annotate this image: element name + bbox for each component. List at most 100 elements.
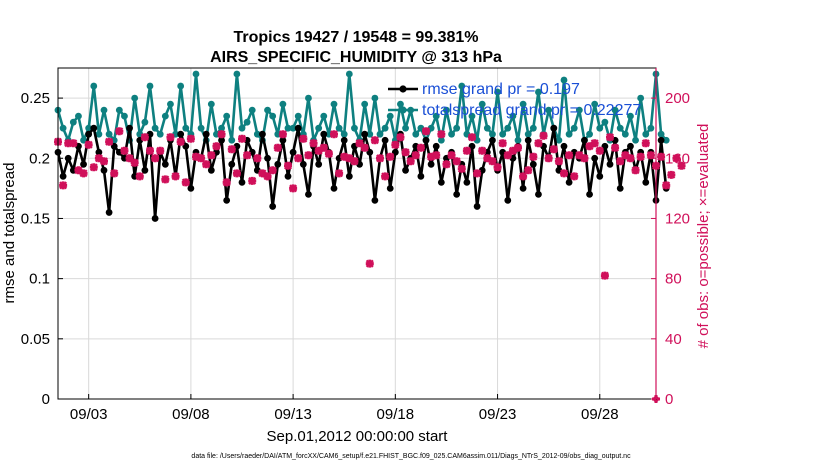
totalspread-point bbox=[131, 94, 139, 102]
obs-evaluated-marker bbox=[422, 127, 430, 136]
totalspread-point bbox=[351, 124, 358, 132]
obs-evaluated-marker bbox=[442, 160, 451, 169]
rmse-point bbox=[596, 172, 604, 180]
totalspread-point bbox=[167, 100, 174, 108]
totalspread-point bbox=[575, 106, 583, 114]
obs-evaluated-marker bbox=[304, 151, 313, 160]
rmse-point bbox=[289, 148, 297, 156]
rmse-point bbox=[535, 190, 542, 198]
rmse-point bbox=[90, 124, 98, 132]
obs-evaluated-marker bbox=[74, 166, 83, 175]
rmse-point bbox=[59, 172, 67, 180]
rmse-point bbox=[330, 184, 338, 192]
totalspread-point bbox=[570, 124, 578, 132]
totalspread-point bbox=[325, 130, 333, 138]
rmse-point bbox=[305, 190, 312, 198]
totalspread-point bbox=[279, 100, 287, 108]
rmse-point bbox=[315, 160, 323, 168]
obs-evaluated-marker bbox=[299, 134, 308, 143]
y-tick-label-left: 0.25 bbox=[21, 90, 50, 107]
totalspread-point bbox=[662, 136, 670, 144]
totalspread-point bbox=[443, 106, 450, 114]
totalspread-point bbox=[253, 130, 261, 138]
obs-evaluated-marker bbox=[580, 154, 589, 163]
obs-evaluated-marker bbox=[493, 163, 502, 172]
y-axis-right: 0 40 80 120 160 200 bbox=[651, 90, 690, 408]
rmse-point bbox=[529, 160, 537, 168]
footer-data-file: data file: /Users/raeder/DAI/ATM_forcXX/… bbox=[191, 453, 631, 460]
obs-evaluated-marker bbox=[232, 169, 241, 178]
rmse-point bbox=[340, 136, 348, 144]
totalspread-point bbox=[632, 136, 639, 144]
obs-evaluated-marker bbox=[202, 160, 211, 169]
totalspread-point bbox=[207, 100, 215, 108]
totalspread-point bbox=[361, 100, 369, 108]
obs-evaluated-marker bbox=[156, 146, 165, 155]
obs-evaluated-marker bbox=[544, 154, 553, 163]
rmse-point bbox=[560, 142, 568, 150]
obs-evaluated-marker bbox=[498, 139, 507, 148]
obs-evaluated-marker bbox=[309, 139, 318, 148]
rmse-point bbox=[228, 160, 236, 168]
totalspread-point bbox=[115, 106, 123, 114]
rmse-point bbox=[299, 160, 307, 168]
rmse-point bbox=[371, 197, 379, 204]
obs-evaluated-marker bbox=[238, 134, 246, 143]
obs-evaluated-marker bbox=[176, 137, 185, 146]
obs-evaluated-marker bbox=[330, 130, 338, 139]
obs-evaluated-marker bbox=[416, 143, 425, 152]
y-tick-label-left: 0.15 bbox=[21, 210, 50, 227]
totalspread-point bbox=[412, 130, 420, 138]
totalspread-point bbox=[483, 124, 491, 132]
obs-evaluated-marker bbox=[406, 157, 415, 166]
obs-evaluated-marker bbox=[539, 131, 548, 140]
rmse-point bbox=[361, 130, 369, 138]
obs-evaluated-marker bbox=[631, 166, 640, 175]
rmse-point bbox=[100, 166, 108, 174]
obs-evaluated-marker bbox=[243, 151, 252, 160]
obs-evaluated-marker bbox=[146, 146, 154, 155]
obs-evaluated-marker bbox=[600, 271, 609, 280]
obs-evaluated-marker bbox=[365, 259, 374, 268]
totalspread-point bbox=[161, 112, 169, 120]
rmse-point bbox=[473, 203, 481, 210]
totalspread-point bbox=[305, 94, 312, 102]
rmse-point bbox=[565, 178, 573, 186]
obs-evaluated-marker bbox=[529, 152, 538, 161]
obs-evaluated-marker bbox=[396, 133, 405, 142]
rmse-point bbox=[187, 184, 195, 192]
obs-evaluated-marker bbox=[570, 172, 579, 181]
obs-evaluated-marker bbox=[345, 154, 354, 163]
obs-evaluated-marker bbox=[212, 142, 221, 151]
totalspread-point bbox=[274, 130, 282, 138]
obs-evaluated-marker bbox=[427, 152, 436, 161]
obs-evaluated-marker bbox=[488, 157, 497, 166]
totalspread-point bbox=[560, 76, 568, 84]
rmse-point bbox=[345, 172, 353, 180]
totalspread-point bbox=[59, 124, 67, 132]
totalspread-point bbox=[192, 70, 200, 78]
totalspread-point bbox=[529, 124, 537, 132]
obs-evaluated-marker bbox=[197, 154, 206, 163]
totalspread-point bbox=[657, 130, 665, 138]
obs-evaluated-marker bbox=[294, 154, 303, 163]
rmse-point bbox=[320, 130, 328, 138]
totalspread-point bbox=[647, 124, 655, 132]
totalspread-point bbox=[330, 100, 338, 108]
obs-evaluated-marker bbox=[181, 178, 190, 187]
rmse-point bbox=[238, 178, 246, 186]
rmse-point bbox=[95, 148, 103, 156]
totalspread-point bbox=[264, 106, 271, 114]
obs-evaluated-marker bbox=[100, 157, 108, 166]
totalspread-point bbox=[478, 100, 486, 108]
obs-evaluated-marker bbox=[611, 143, 620, 152]
obs-evaluated-marker bbox=[248, 176, 257, 185]
series-layer bbox=[54, 70, 686, 403]
totalspread-point bbox=[499, 130, 507, 138]
totalspread-point bbox=[448, 130, 455, 138]
obs-evaluated-marker bbox=[370, 136, 379, 145]
y-axis-label-left: rmse and totalspread bbox=[1, 163, 18, 304]
rmse-point bbox=[616, 184, 624, 192]
obs-evaluated-marker bbox=[186, 134, 195, 143]
